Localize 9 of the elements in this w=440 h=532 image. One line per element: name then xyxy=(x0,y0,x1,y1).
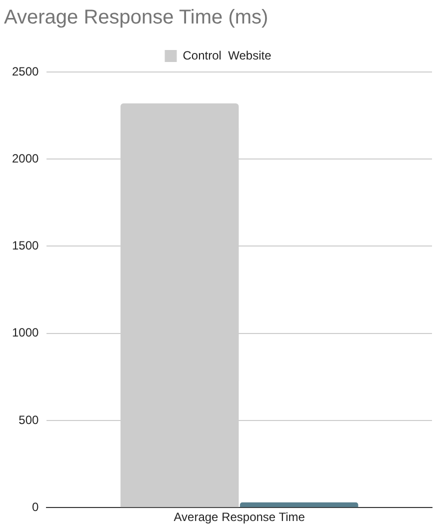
y-tick-label: 500 xyxy=(18,412,40,427)
chart-title: Average Response Time (ms) xyxy=(4,6,268,29)
y-tick-label: 1500 xyxy=(12,238,40,253)
x-tick-label: Average Response Time xyxy=(174,510,306,524)
legend-label: Control Website xyxy=(182,48,272,62)
y-tick-label: 2500 xyxy=(12,64,40,78)
y-tick-label: 0 xyxy=(32,500,40,514)
y-tick-label: 2000 xyxy=(12,151,40,166)
y-tick-label: 1000 xyxy=(12,326,40,340)
